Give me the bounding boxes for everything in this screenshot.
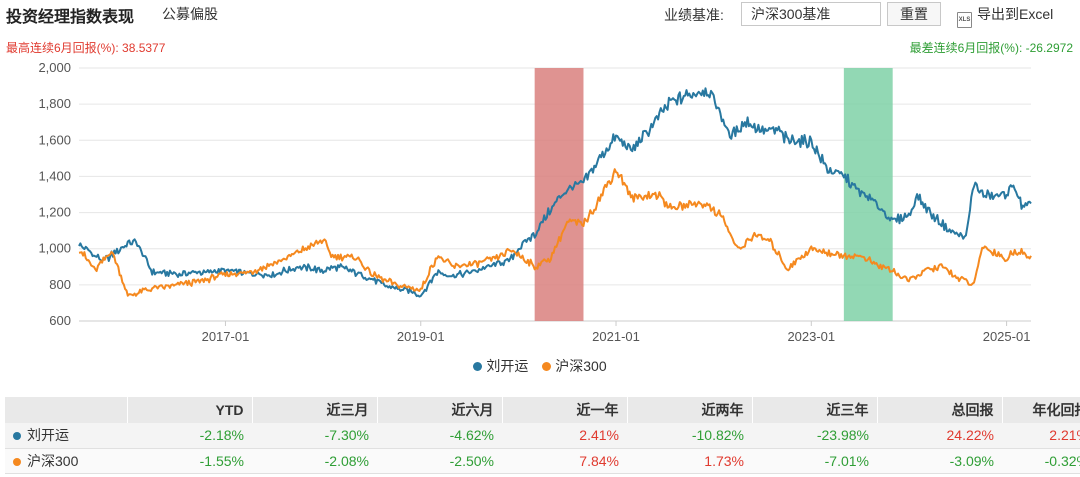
header-3y: 近三年 bbox=[752, 397, 878, 423]
table-header-row: YTD 近三月 近六月 近一年 近两年 近三年 总回报 年化回报 bbox=[5, 397, 1080, 423]
value-cell: -3.09% bbox=[877, 448, 1002, 474]
y-tick-label: 1,400 bbox=[38, 168, 71, 183]
y-tick-label: 800 bbox=[49, 277, 71, 292]
header-1y: 近一年 bbox=[502, 397, 628, 423]
value-cell: -1.55% bbox=[127, 448, 252, 474]
y-tick-label: 1,000 bbox=[38, 241, 71, 256]
max-6m-label: 最高连续6月回报(%): bbox=[6, 41, 119, 55]
min-6m-return: 最差连续6月回报(%): -26.2972 bbox=[910, 39, 1073, 56]
row-name: 沪深300 bbox=[27, 452, 79, 469]
header-ytd: YTD bbox=[127, 397, 253, 423]
value-cell: -2.08% bbox=[252, 448, 377, 474]
chart-legend: 刘开运 沪深300 bbox=[0, 356, 1080, 376]
min-6m-label: 最差连续6月回报(%): bbox=[909, 41, 1023, 55]
export-label: 导出到Excel bbox=[977, 6, 1054, 22]
row-dot-manager bbox=[13, 432, 21, 441]
reset-button[interactable]: 重置 bbox=[887, 2, 941, 26]
x-tick-label: 2019-01 bbox=[397, 329, 445, 344]
x-tick-label: 2023-01 bbox=[787, 329, 835, 344]
header-3m: 近三月 bbox=[252, 397, 378, 423]
value-cell: 2.41% bbox=[502, 423, 627, 449]
max-6m-value: 38.5377 bbox=[122, 41, 166, 55]
value-cell: 1.73% bbox=[627, 448, 752, 474]
performance-table: YTD 近三月 近六月 近一年 近两年 近三年 总回报 年化回报 刘开运 -2.… bbox=[5, 397, 1080, 474]
value-cell: -2.50% bbox=[377, 448, 502, 474]
row-name-cell: 沪深300 bbox=[5, 448, 127, 474]
value-cell: 2.21% bbox=[1002, 423, 1080, 449]
header-2y: 近两年 bbox=[627, 397, 753, 423]
y-tick-label: 1,800 bbox=[38, 96, 71, 111]
xls-file-icon: XLS bbox=[957, 12, 972, 28]
y-tick-label: 1,600 bbox=[38, 132, 71, 147]
row-name-cell: 刘开运 bbox=[5, 423, 127, 449]
y-tick-label: 1,200 bbox=[38, 205, 71, 220]
series-line-index bbox=[78, 168, 1032, 297]
value-cell: -2.18% bbox=[127, 423, 252, 449]
legend-dot-index bbox=[542, 362, 552, 371]
y-tick-label: 2,000 bbox=[38, 60, 71, 75]
legend-item-manager[interactable]: 刘开运 bbox=[473, 356, 528, 376]
value-cell: 24.22% bbox=[877, 423, 1002, 449]
x-tick-label: 2025-01 bbox=[983, 329, 1031, 344]
x-tick-label: 2017-01 bbox=[202, 329, 250, 344]
y-tick-label: 600 bbox=[49, 313, 71, 328]
benchmark-label: 业绩基准: bbox=[664, 7, 724, 23]
legend-item-index[interactable]: 沪深300 bbox=[542, 356, 607, 376]
header-total: 总回报 bbox=[877, 397, 1003, 423]
value-cell: 7.84% bbox=[502, 448, 627, 474]
row-dot-index bbox=[13, 457, 21, 466]
table-row: 沪深300 -1.55% -2.08% -2.50% 7.84% 1.73% -… bbox=[5, 448, 1080, 474]
min-6m-value: -26.2972 bbox=[1025, 41, 1073, 55]
export-excel-button[interactable]: XLS 导出到Excel bbox=[957, 4, 1054, 28]
legend-label-index: 沪深300 bbox=[555, 358, 607, 374]
value-cell: -0.32% bbox=[1002, 448, 1080, 474]
header-name bbox=[5, 397, 128, 423]
legend-label-manager: 刘开运 bbox=[486, 358, 529, 374]
header-annualized: 年化回报 bbox=[1002, 397, 1080, 423]
table-row: 刘开运 -2.18% -7.30% -4.62% 2.41% -10.82% -… bbox=[5, 423, 1080, 449]
best-6m-band bbox=[534, 68, 584, 321]
header-6m: 近六月 bbox=[377, 397, 503, 423]
worst-6m-band bbox=[843, 68, 893, 321]
value-cell: -7.01% bbox=[752, 448, 877, 474]
page-title: 投资经理指数表现 bbox=[6, 9, 135, 26]
legend-dot-manager bbox=[473, 362, 483, 371]
x-tick-label: 2021-01 bbox=[592, 329, 640, 344]
value-cell: -4.62% bbox=[377, 423, 502, 449]
value-cell: -7.30% bbox=[252, 423, 377, 449]
value-cell: -23.98% bbox=[752, 423, 877, 449]
value-cell: -10.82% bbox=[627, 423, 752, 449]
benchmark-input[interactable]: 沪深300基准 bbox=[741, 2, 881, 26]
row-name: 刘开运 bbox=[27, 427, 69, 444]
performance-chart: 600 800 1,000 1,200 1,400 1,600 1,800 2,000 2017… bbox=[38, 60, 1032, 344]
page-header: 投资经理指数表现 公募偏股 业绩基准: 沪深300基准 重置 XLS 导出到Exc… bbox=[0, 0, 1080, 30]
max-6m-return: 最高连续6月回报(%): 38.5377 bbox=[6, 39, 165, 56]
fund-category: 公募偏股 bbox=[162, 6, 218, 22]
